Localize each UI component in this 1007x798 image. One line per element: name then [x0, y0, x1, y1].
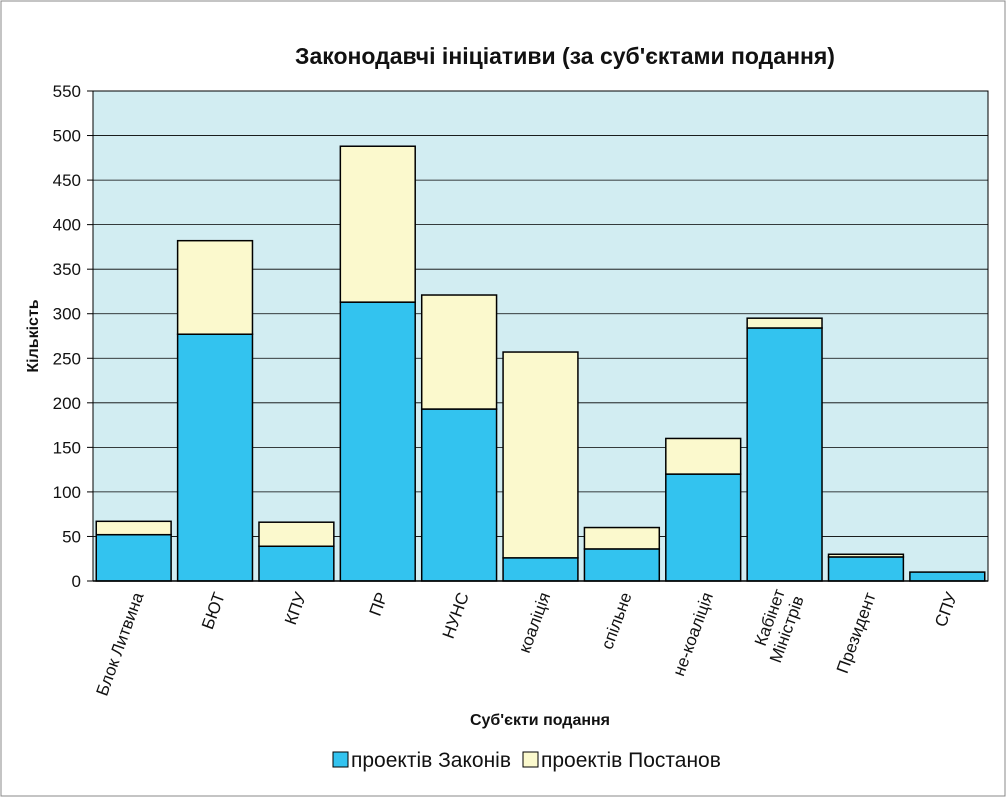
bar-segment: [827, 556, 905, 582]
y-tick-label: 200: [53, 394, 81, 413]
bar-segment: [95, 520, 172, 536]
y-tick-label: 150: [53, 438, 81, 457]
y-tick-label: 500: [53, 127, 81, 146]
legend-label: проектів Законів: [351, 749, 511, 772]
y-tick-label: 300: [53, 305, 81, 324]
legend: проектів Законів проектів Постанов: [332, 749, 721, 772]
bar-segment: [665, 437, 742, 475]
x-axis-label: Суб'єкти подання: [470, 712, 610, 729]
y-tick-label: 350: [53, 260, 81, 279]
chart-title: Законодавчі ініціативи (за суб'єктами по…: [295, 43, 835, 69]
bar-segment: [420, 294, 498, 410]
bar-segment: [258, 521, 335, 548]
y-tick-label: 100: [53, 483, 81, 502]
bar-segment: [665, 473, 742, 582]
y-tick-label: 0: [72, 572, 81, 591]
bar-segment: [420, 408, 498, 582]
y-tick-label: 50: [62, 527, 81, 546]
y-tick-label: 450: [53, 171, 81, 190]
bar-segment: [583, 526, 661, 550]
bar-segment: [827, 553, 905, 558]
legend-label: проектів Постанов: [541, 749, 721, 772]
y-tick-label: 250: [53, 349, 81, 368]
y-tick-label: 550: [53, 82, 81, 101]
bar-segment: [502, 351, 579, 559]
bar-segment: [339, 301, 416, 582]
bar-segment: [95, 533, 172, 582]
legend-swatch: [332, 751, 349, 768]
bar-segment: [176, 333, 254, 582]
bar-segment: [339, 145, 416, 303]
bar-segment: [746, 327, 823, 582]
bar-segment: [502, 557, 579, 582]
y-tick-label: 400: [53, 216, 81, 235]
bar-segment: [258, 545, 335, 582]
bar-segment: [746, 317, 823, 329]
bar-segment: [176, 239, 254, 335]
bar-segment: [909, 571, 986, 582]
legend-swatch: [522, 751, 539, 768]
bar-segment: [583, 548, 661, 582]
y-axis-label: Кількість: [25, 299, 42, 372]
